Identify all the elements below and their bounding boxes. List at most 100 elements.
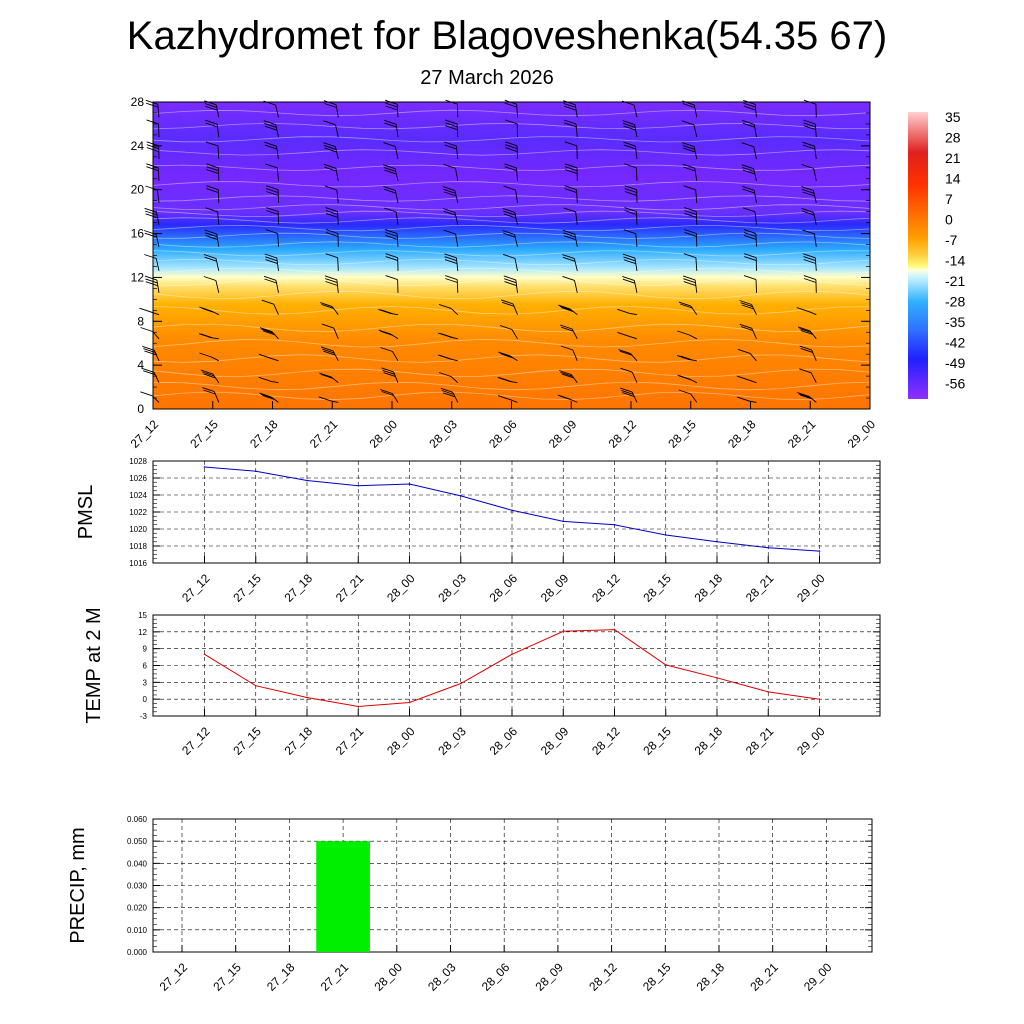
wind-barb	[324, 275, 339, 293]
y-tick-label: 1016	[129, 559, 147, 568]
wind-barb	[444, 141, 459, 160]
wind-barb	[502, 207, 518, 225]
wind-barb	[142, 345, 160, 361]
wind-barb	[384, 119, 399, 138]
wind-barb	[444, 253, 459, 271]
time-tick-label: 28_12	[606, 417, 640, 451]
wind-barb	[204, 100, 220, 118]
colorbar-label: -7	[945, 232, 958, 248]
wind-barb	[203, 254, 220, 271]
precip-bar	[316, 841, 370, 952]
isotherm	[152, 391, 871, 401]
x-tick-label: 27_15	[230, 724, 264, 758]
y-tick-label: 12	[138, 628, 147, 637]
wind-barb	[144, 254, 160, 271]
wind-barb	[562, 229, 578, 247]
wind-barb	[684, 207, 698, 225]
wind-barb	[562, 275, 578, 293]
wind-barb	[146, 163, 160, 181]
x-tick-label: 28_09	[538, 724, 572, 758]
data-point	[254, 470, 257, 473]
height-tick-label: 16	[131, 227, 145, 241]
colorbar-labels: 35 28 21 14 7 0 -7 -14 -21 -28 -35 -42 -49 -56	[945, 109, 965, 392]
wind-barb	[325, 253, 339, 271]
wind-barb	[623, 229, 638, 247]
wind-barb	[802, 141, 817, 160]
wind-barb	[258, 376, 279, 384]
wind-barb	[438, 303, 459, 316]
wind-barb	[497, 376, 518, 384]
wind-barb	[624, 185, 638, 203]
wind-barb	[503, 185, 518, 203]
wind-barb	[445, 275, 459, 293]
height-tick-label: 0	[137, 402, 144, 416]
wind-barb	[618, 349, 638, 362]
data-point	[818, 698, 821, 700]
wind-barb	[681, 120, 698, 138]
wind-barb	[202, 387, 220, 403]
wind-barb	[558, 304, 578, 316]
wind-barb	[264, 253, 279, 271]
x-tick-label: 28_18	[692, 571, 726, 605]
wind-barb	[617, 331, 638, 340]
wind-barb	[502, 253, 518, 271]
wind-barb	[684, 229, 698, 247]
wind-barb	[206, 163, 220, 181]
wind-barb	[736, 375, 757, 384]
y-tick-label: 1020	[129, 525, 147, 534]
wind-barb	[437, 332, 458, 340]
wind-barb	[384, 229, 399, 247]
x-tick-label: 28_03	[435, 571, 469, 605]
wind-barb	[437, 354, 458, 362]
x-tick-label: 28_09	[538, 571, 572, 605]
colorbar-label: 0	[945, 212, 953, 228]
isotherm	[152, 195, 871, 202]
data-point	[306, 696, 308, 699]
y-tick-label: 1026	[129, 474, 147, 483]
wind-barb	[443, 229, 459, 247]
wind-barb	[563, 207, 578, 225]
wind-barb	[797, 326, 817, 340]
time-tick-label: 27_15	[187, 417, 221, 451]
x-tick-label: 28_21	[747, 960, 781, 994]
wind-barb	[319, 372, 339, 384]
isotherm	[152, 381, 871, 391]
isotherm	[152, 306, 871, 315]
colorbar-strip	[908, 112, 928, 399]
colorbar-label: 35	[945, 109, 961, 125]
wind-barb	[499, 325, 518, 340]
data-point	[716, 677, 718, 679]
y-axis-title: PRECIP, mm	[67, 827, 89, 943]
wind-barb	[743, 275, 757, 293]
data-point	[767, 546, 770, 549]
wind-barb	[385, 253, 399, 271]
y-tick-label: 0.050	[127, 837, 148, 846]
y-tick-label: 0	[143, 695, 148, 704]
height-tick-label: 4	[137, 358, 144, 372]
x-tick-label: 28_12	[589, 724, 623, 758]
wind-barb	[258, 353, 279, 362]
wind-barb	[204, 229, 220, 247]
x-tick-label: 27_18	[282, 724, 316, 758]
wind-barb	[678, 301, 698, 315]
wind-barb	[624, 163, 638, 181]
wind-barb	[323, 142, 339, 160]
data-point	[511, 653, 513, 656]
wind-barb	[799, 345, 817, 361]
wind-barb	[796, 307, 817, 316]
wind-barb	[321, 323, 339, 339]
x-tick-label: 28_12	[589, 571, 623, 605]
x-tick-label: 27_15	[210, 960, 244, 994]
data-point	[357, 484, 360, 487]
wind-barb	[742, 185, 757, 203]
y-tick-label: 1018	[129, 542, 147, 551]
wind-barb	[620, 367, 638, 383]
isotherm	[152, 181, 871, 188]
x-tick-label: 29_00	[801, 960, 835, 994]
x-tick-label: 27_21	[333, 724, 367, 758]
colorbar-label: 7	[945, 191, 953, 207]
wind-barb	[381, 367, 399, 383]
wind-barb	[739, 323, 757, 339]
wind-barb	[803, 253, 817, 271]
wind-barb	[563, 119, 578, 138]
